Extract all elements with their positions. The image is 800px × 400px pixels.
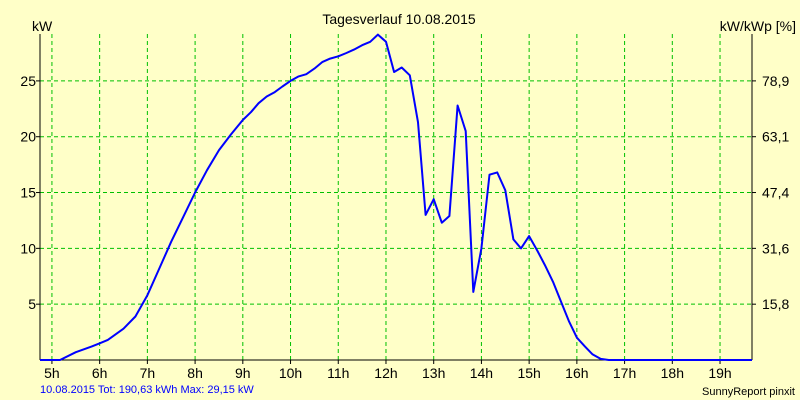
x-tick-label: 10h: [279, 365, 302, 381]
axes: [39, 34, 753, 361]
x-tick-label: 8h: [187, 365, 203, 381]
grid: [40, 34, 752, 360]
x-tick-label: 12h: [374, 365, 397, 381]
x-tick-label: 11h: [327, 365, 349, 381]
y-left-tick-label: 5: [28, 296, 36, 312]
y-right-tick-label: 31,6: [762, 240, 789, 256]
chart-title: Tagesverlauf 10.08.2015: [322, 11, 476, 27]
series: [40, 33, 752, 361]
y-axis-right-label: kW/kWp [%]: [720, 18, 796, 34]
x-tick-label: 9h: [235, 365, 251, 381]
x-tick-label: 17h: [613, 365, 636, 381]
x-tick-label: 18h: [661, 365, 684, 381]
ticks: 5h 6h 7h 8h 9h 10h 11h 12h 13h 14h 15h 16h 17h 18h 19h…: [20, 73, 789, 381]
x-tick-label: 6h: [92, 365, 108, 381]
y-right-tick-label: 47,4: [762, 185, 789, 201]
y-left-tick-label: 20: [20, 129, 36, 145]
power-series-line: [40, 33, 752, 361]
y-left-tick-label: 25: [20, 73, 36, 89]
x-tick-label: 5h: [44, 365, 60, 381]
x-tick-label: 7h: [140, 365, 156, 381]
x-tick-label: 19h: [708, 365, 731, 381]
y-left-tick-label: 10: [20, 240, 36, 256]
x-tick-label: 16h: [565, 365, 588, 381]
x-tick-label: 14h: [470, 365, 493, 381]
y-right-tick-label: 15,8: [762, 296, 789, 312]
y-left-tick-label: 15: [20, 185, 36, 201]
footer-summary: 10.08.2015 Tot: 190,63 kWh Max: 29,15 kW: [40, 384, 254, 396]
x-tick-label: 15h: [517, 365, 540, 381]
y-right-tick-label: 63,1: [762, 129, 789, 145]
y-right-tick-label: 78,9: [762, 73, 789, 89]
footer-brand: SunnyReport pinxit: [702, 386, 795, 398]
x-tick-label: 13h: [422, 365, 445, 381]
y-axis-left-label: kW: [32, 18, 53, 34]
